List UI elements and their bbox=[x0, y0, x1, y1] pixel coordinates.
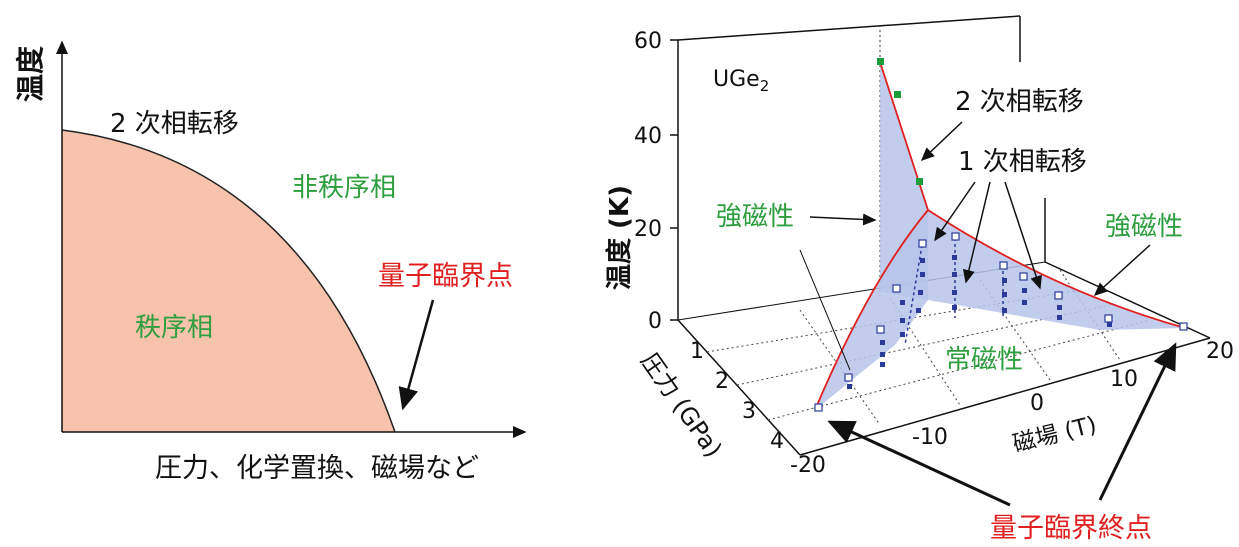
ferromagnetic-right-label: 強磁性 bbox=[1105, 212, 1183, 242]
ferro-left-pointer bbox=[799, 249, 851, 371]
field-tick-label: 20 bbox=[1206, 339, 1234, 364]
blue-markers bbox=[847, 255, 1112, 389]
second-order-transition-label: 2 次相転移 bbox=[110, 109, 239, 139]
paramagnetic-label: 常磁性 bbox=[945, 345, 1023, 375]
field-tick-label: -10 bbox=[912, 425, 948, 450]
field-axis-label: 磁場 (T) bbox=[1010, 412, 1099, 458]
ferro-left-arrow bbox=[809, 213, 877, 226]
ordered-phase-label: 秩序相 bbox=[135, 313, 213, 343]
open-marker bbox=[844, 373, 853, 382]
left-wing-edge bbox=[814, 209, 929, 411]
pressure-tick-label: 4 bbox=[770, 429, 784, 454]
second-order-line bbox=[879, 61, 929, 211]
temperature-ticks bbox=[670, 39, 678, 321]
open-marker bbox=[951, 232, 960, 241]
green-marker bbox=[877, 58, 884, 65]
material-label: UGe2 bbox=[713, 67, 769, 95]
quantum-critical-end-point-label: 量子臨界終点 bbox=[990, 513, 1152, 544]
temperature-tick-label: 0 bbox=[648, 309, 662, 334]
green-markers bbox=[877, 58, 923, 185]
open-marker bbox=[892, 284, 901, 293]
temperature-tick-label: 60 bbox=[634, 29, 662, 54]
field-tick-label: -20 bbox=[790, 453, 826, 478]
quantum-critical-point-label: 量子臨界点 bbox=[378, 261, 513, 292]
temperature-axis-label: 温度 (K) bbox=[604, 185, 635, 290]
open-marker bbox=[1179, 322, 1188, 331]
pressure-axis-label: 圧力 (GPa) bbox=[635, 347, 727, 462]
field-axis-line bbox=[799, 337, 1211, 456]
qcp-arrow bbox=[398, 299, 435, 411]
right-wing-surface bbox=[928, 210, 1185, 330]
first-order-arrow-2 bbox=[962, 181, 991, 284]
qcep-arrow-right bbox=[1098, 342, 1177, 501]
field-tick-label: 0 bbox=[1030, 391, 1044, 416]
first-order-transition-label: 1 次相転移 bbox=[958, 147, 1087, 177]
field-tick-label: 10 bbox=[1110, 367, 1138, 392]
right-phase-diagram: 60 40 20 0 温度 (K) 1 2 3 4 圧力 (GPa) -20 -… bbox=[604, 15, 1234, 544]
disordered-phase-label: 非秩序相 bbox=[292, 173, 396, 203]
pressure-axis-line bbox=[677, 319, 801, 456]
pressure-tick-label: 1 bbox=[690, 339, 704, 364]
open-marker bbox=[999, 261, 1008, 270]
pressure-tick-label: 3 bbox=[742, 399, 756, 424]
ferro-right-arrow bbox=[1093, 244, 1151, 297]
green-marker bbox=[916, 178, 923, 185]
second-order-transition-label: 2 次相転移 bbox=[955, 87, 1084, 117]
ordered-phase-region bbox=[62, 130, 395, 432]
right-wing-edge bbox=[927, 209, 1186, 329]
temperature-tick-label: 40 bbox=[634, 124, 662, 149]
qcep-arrow-left bbox=[827, 420, 1011, 507]
open-marker bbox=[1104, 314, 1113, 323]
open-marker bbox=[918, 239, 927, 248]
first-order-arrow-1 bbox=[934, 181, 976, 242]
back-top-edge bbox=[677, 15, 1021, 41]
pressure-tick-label: 2 bbox=[715, 369, 729, 394]
transition-lines bbox=[814, 61, 1186, 411]
left-x-axis-label: 圧力、化学置換、磁場など bbox=[155, 453, 479, 484]
open-marker bbox=[814, 403, 823, 412]
open-markers bbox=[814, 232, 1188, 412]
open-marker bbox=[876, 325, 885, 334]
left-wing-surface bbox=[815, 210, 928, 410]
temperature-tick-label: 20 bbox=[634, 217, 662, 242]
second-order-boundary bbox=[61, 129, 396, 433]
first-order-arrow-3 bbox=[1004, 181, 1042, 290]
green-marker bbox=[894, 91, 901, 98]
open-marker bbox=[1054, 291, 1063, 300]
phase-surfaces bbox=[815, 62, 1185, 410]
second-order-arrow bbox=[920, 121, 963, 162]
left-y-axis-label: 温度 bbox=[14, 46, 47, 102]
left-phase-diagram: 温度 圧力、化学置換、磁場など 2 次相転移 非秩序相 秩序相 量子臨界点 bbox=[14, 40, 527, 484]
ferromagnetic-left-label: 強磁性 bbox=[716, 202, 794, 232]
open-marker bbox=[1019, 272, 1028, 281]
